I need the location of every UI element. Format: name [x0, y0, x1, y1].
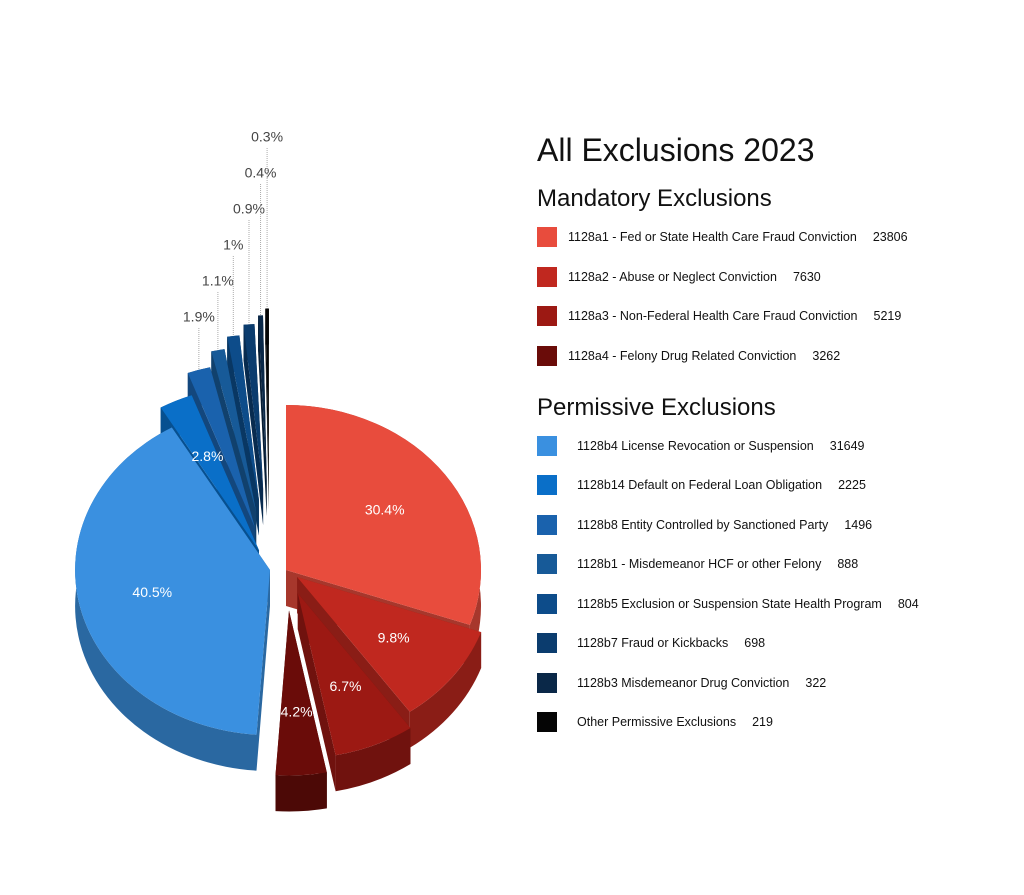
slice-label: 2.8% [191, 448, 223, 464]
legend-count: 7630 [792, 269, 821, 284]
legend-swatch [537, 227, 557, 247]
legend-count: 698 [744, 636, 766, 650]
legend-item: 1128a3 - Non-Federal Health Care Fraud C… [537, 306, 1007, 326]
legend-label: 1128b14 Default on Federal Loan Obligati… [577, 478, 823, 492]
legend-swatch [537, 633, 557, 653]
legend-label: 1128b3 Misdemeanor Drug Conviction [577, 675, 790, 690]
legend-item: 1128b3 Misdemeanor Drug Conviction 322 [537, 672, 1007, 693]
legend-swatch [537, 672, 557, 693]
legend-item: 1128b7 Fraud or Kickbacks 698 [537, 633, 1007, 653]
slice [75, 427, 270, 735]
legend-swatch [537, 514, 557, 535]
legend-count: 804 [897, 596, 919, 611]
slice-side [75, 427, 257, 771]
legend-item: 1128b8 Entity Controlled by Sanctioned P… [537, 514, 1007, 535]
slice-label: 1.1% [202, 273, 234, 289]
legend-count: 1496 [844, 517, 873, 532]
slice-side [335, 728, 411, 792]
legend-swatch [537, 266, 557, 287]
legend-item: 1128a4 - Felony Drug Related Conviction 3… [537, 345, 1007, 366]
legend-count: 888 [837, 557, 859, 571]
slice-label: 9.8% [378, 630, 410, 646]
slice [160, 395, 259, 551]
legend-count: 322 [805, 675, 827, 690]
legend-label: 1128a2 - Abuse or Neglect Conviction [568, 269, 777, 284]
legend-group: Permissive Exclusions 1128b4 License Revo… [537, 393, 1007, 732]
legend-label: 1128b1 - Misdemeanor HCF or other Felony [577, 557, 822, 571]
slice-label: 1.9% [183, 309, 215, 325]
legend-count: 3262 [812, 348, 841, 363]
slice-label: 0.3% [251, 129, 283, 145]
slice [211, 349, 257, 512]
slice-side [243, 324, 264, 525]
chart-title: All Exclusions 2023 [537, 132, 815, 168]
legend-item: 1128b1 - Misdemeanor HCF or other Felony… [537, 554, 1007, 574]
legend-item: 1128b5 Exclusion or Suspension State Hea… [537, 593, 1007, 614]
legend-swatch [537, 345, 557, 366]
slice-side [256, 570, 270, 771]
legend-swatch [537, 593, 557, 614]
slice-side [265, 308, 269, 510]
slice [297, 577, 482, 712]
slice-side [275, 772, 327, 812]
slice [243, 324, 264, 489]
legend-swatch [537, 306, 557, 326]
legend-swatch [537, 475, 557, 495]
legend-label: 1128b8 Entity Controlled by Sanctioned P… [577, 517, 829, 532]
slice-side [258, 315, 267, 517]
slice [265, 308, 269, 474]
slice-label: 0.9% [233, 201, 265, 217]
legend-label: 1128b7 Fraud or Kickbacks [577, 636, 729, 650]
legend-label: 1128a4 - Felony Drug Related Conviction [568, 348, 797, 363]
legend-label: 1128a1 - Fed or State Health Care Fraud … [568, 230, 857, 244]
legend-swatch [537, 712, 557, 732]
legend-count: 23806 [872, 230, 908, 244]
slice-side [409, 632, 482, 748]
legend-group: Mandatory Exclusions 1128a1 - Fed or Stat… [537, 185, 1007, 366]
pie-chart: 30.4% 9.8% 6.7% 4.2% 40.5% 2.8% 1.9% 1.1% 1% 0.9%… [75, 129, 482, 812]
slice [286, 405, 482, 625]
legend-label: 1128a3 - Non-Federal Health Care Fraud C… [568, 309, 858, 323]
slice-label: 6.7% [330, 678, 362, 694]
legend-swatch [537, 435, 557, 456]
legend-item: 1128b4 License Revocation or Suspension 3… [537, 435, 1007, 456]
legend-item: 1128a1 - Fed or State Health Care Fraud … [537, 227, 1007, 247]
group-heading: Mandatory Exclusions [537, 185, 772, 212]
legend-count: 2225 [838, 478, 866, 492]
legend: All Exclusions 2023 Mandatory Exclusions… [537, 132, 1007, 752]
group-heading: Permissive Exclusions [537, 393, 776, 421]
slice [297, 593, 411, 756]
legend-label: Other Permissive Exclusions [577, 715, 737, 729]
slice [258, 315, 267, 481]
legend-item: 1128a2 - Abuse or Neglect Conviction 7630 [537, 266, 1007, 287]
legend-count: 5219 [873, 309, 902, 323]
legend-item: 1128b14 Default on Federal Loan Obligati… [537, 475, 1007, 495]
legend-item: Other Permissive Exclusions 219 [537, 712, 1007, 732]
slice [187, 367, 255, 528]
legend-label: 1128b5 Exclusion or Suspension State Hea… [577, 596, 882, 611]
legend-count: 219 [752, 715, 773, 729]
slice [227, 335, 259, 500]
slice-side [297, 593, 336, 792]
slice-label: 4.2% [281, 703, 313, 719]
legend-count: 31649 [829, 438, 865, 453]
slice-label: 30.4% [365, 502, 405, 518]
slice-label: 40.5% [132, 584, 172, 600]
slice-label: 1% [223, 237, 243, 253]
slice [275, 610, 327, 776]
legend-label: 1128b4 License Revocation or Suspension [577, 438, 814, 453]
legend-swatch [537, 554, 557, 574]
slice-label: 0.4% [245, 165, 277, 181]
